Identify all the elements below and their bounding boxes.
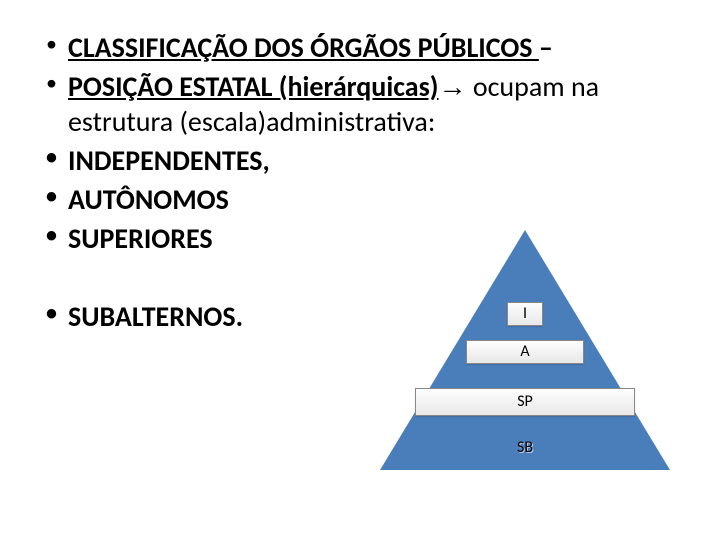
pyramid-diagram: I A SP SB	[380, 230, 670, 470]
pyramid-label-top-text: I	[523, 304, 527, 323]
pyramid-label-bottom: SB	[475, 438, 575, 457]
arrow-icon: →	[438, 71, 466, 102]
bullet-independentes: INDEPENDENTES,	[40, 143, 680, 178]
slide: CLASSIFICAÇÃO DOS ÓRGÃOS PÚBLICOS – POSI…	[0, 0, 720, 540]
pyramid-label-top: I	[507, 302, 543, 326]
bullet-position: POSIÇÃO ESTATAL (hierárquicas)→ ocupam n…	[40, 69, 680, 139]
pyramid-label-lower: SP	[415, 388, 635, 416]
position-underlined: POSIÇÃO ESTATAL (hierárquicas)	[68, 69, 438, 104]
pyramid-label-upper-text: A	[520, 342, 529, 361]
bullet-title: CLASSIFICAÇÃO DOS ÓRGÃOS PÚBLICOS –	[40, 30, 680, 65]
title-dash: –	[539, 30, 553, 65]
pyramid-label-bottom-text: SB	[517, 438, 533, 457]
bullet-autonomos: AUTÔNOMOS	[40, 182, 680, 217]
pyramid-label-lower-text: SP	[517, 392, 533, 411]
pyramid-label-upper: A	[466, 340, 584, 364]
title-text: CLASSIFICAÇÃO DOS ÓRGÃOS PÚBLICOS	[68, 30, 539, 65]
